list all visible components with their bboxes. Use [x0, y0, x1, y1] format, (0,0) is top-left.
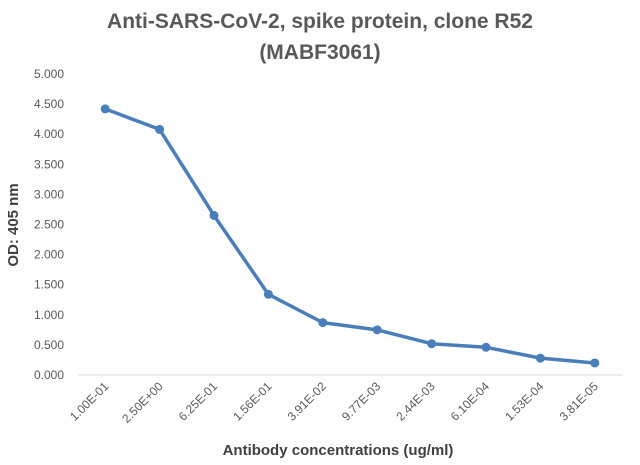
- y-axis-ticks: 0.000 0.500 1.000 1.500 2.000 2.500 3.000 3.500…: [34, 67, 64, 382]
- x-axis-title: Antibody concentrations (ug/ml): [223, 442, 454, 459]
- data-point: [263, 289, 273, 299]
- x-tick-label: 3.81E-05: [557, 379, 602, 424]
- x-tick-label: 6.25E-01: [176, 379, 221, 424]
- y-tick-label: 2.000: [34, 248, 64, 262]
- chart-title-line-2: (MABF3061): [259, 41, 381, 64]
- x-tick-label: 1.56E-01: [230, 379, 275, 424]
- y-tick-label: 4.000: [34, 127, 64, 141]
- data-point: [535, 353, 545, 363]
- y-tick-label: 1.000: [34, 308, 64, 322]
- y-axis-title: OD: 405 nm: [5, 183, 22, 266]
- data-points: [100, 104, 600, 368]
- chart-title: Anti-SARS-CoV-2, spike protein, clone R5…: [0, 6, 640, 68]
- x-tick-label: 2.50E+00: [119, 379, 166, 426]
- x-tick-label: 2.44E-03: [393, 379, 438, 424]
- data-point: [481, 342, 491, 352]
- data-point: [427, 339, 437, 349]
- x-tick-label: 9.77E-03: [339, 379, 384, 424]
- x-tick-label: 1.00E-01: [67, 379, 112, 424]
- chart-title-line-1: Anti-SARS-CoV-2, spike protein, clone R5…: [107, 10, 533, 33]
- data-point: [318, 318, 328, 328]
- data-point: [100, 104, 110, 114]
- data-point: [372, 325, 382, 335]
- y-tick-label: 4.500: [34, 97, 64, 111]
- y-tick-label: 5.000: [34, 67, 64, 81]
- y-tick-label: 0.500: [34, 338, 64, 352]
- x-tick-label: 6.10E-04: [448, 379, 493, 424]
- x-tick-label: 1.53E-04: [502, 379, 547, 424]
- data-point: [590, 358, 600, 368]
- x-axis-ticks: 1.00E-01 2.50E+00 6.25E-01 1.56E-01 3.91E-02…: [67, 379, 601, 426]
- series-line: [103, 107, 597, 365]
- y-tick-label: 3.000: [34, 187, 64, 201]
- y-tick-label: 2.500: [34, 218, 64, 232]
- y-tick-label: 1.500: [34, 278, 64, 292]
- x-tick-label: 3.91E-02: [285, 379, 330, 424]
- data-point: [209, 210, 219, 220]
- data-point: [155, 124, 165, 134]
- y-tick-label: 3.500: [34, 157, 64, 171]
- y-tick-label: 0.000: [34, 368, 64, 382]
